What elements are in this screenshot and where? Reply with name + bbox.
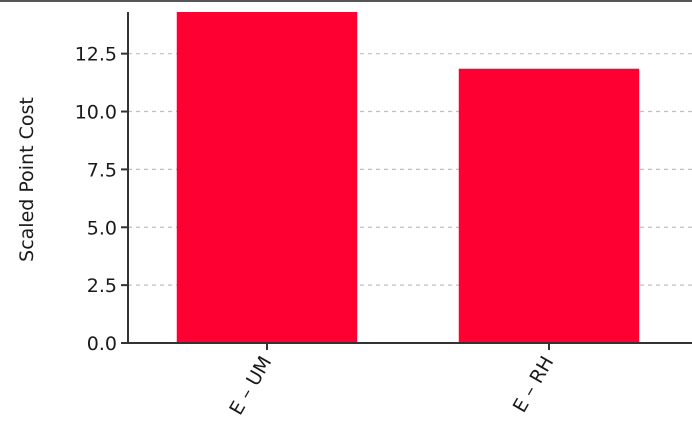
y-tick-label: 5.0 bbox=[87, 217, 117, 239]
y-tick-label: 7.5 bbox=[87, 159, 117, 181]
bar-2 bbox=[458, 68, 640, 344]
bars bbox=[176, 12, 640, 344]
y-ticks: 0.0 2.5 5.0 7.5 10.0 12.5 bbox=[75, 44, 128, 355]
y-tick-label: 0.0 bbox=[87, 333, 117, 355]
axes bbox=[0, 0, 692, 344]
x-tick-label: E – RH bbox=[509, 353, 559, 417]
bar-1 bbox=[176, 12, 358, 343]
grid-lines bbox=[128, 53, 692, 286]
y-tick-label: 12.5 bbox=[75, 44, 117, 66]
y-tick-label: 2.5 bbox=[87, 275, 117, 297]
x-ticks: E – UM E – RH bbox=[225, 343, 558, 419]
x-tick-label: E – UM bbox=[225, 353, 276, 419]
y-axis-title: Scaled Point Cost bbox=[16, 97, 38, 262]
y-tick-label: 10.0 bbox=[75, 102, 117, 124]
